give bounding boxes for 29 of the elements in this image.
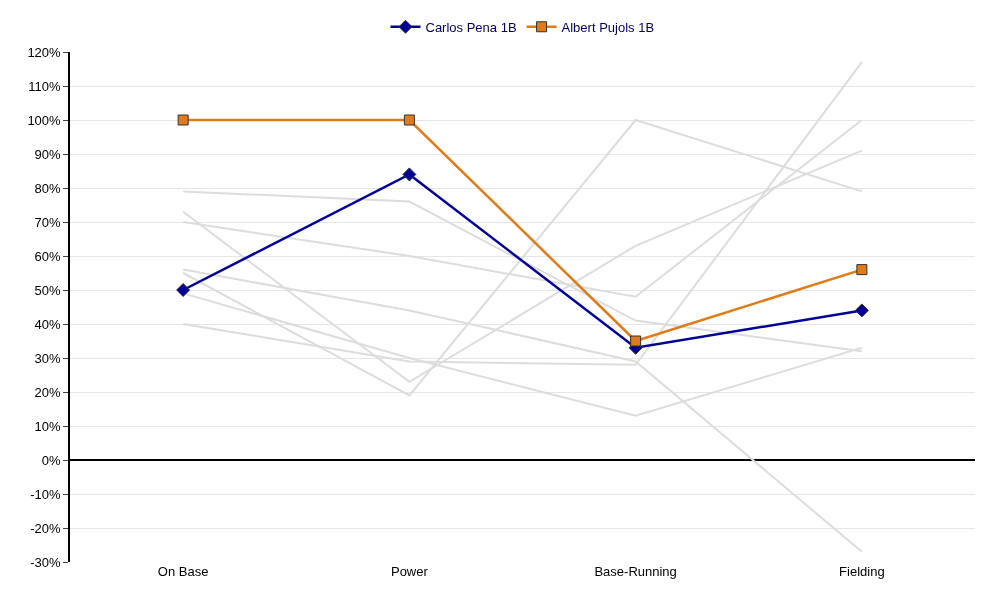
- y-tick-label: 50%: [34, 282, 62, 298]
- y-tick-label: 20%: [34, 384, 62, 400]
- x-tick-label: On Base: [157, 564, 209, 579]
- point: [403, 114, 415, 126]
- y-tick-label: 90%: [34, 146, 62, 162]
- y-tick-label: 100%: [27, 112, 62, 128]
- y-tick-label: -20%: [30, 520, 62, 536]
- x-tick-label: Base-Running: [594, 564, 677, 579]
- y-tick-label: -30%: [30, 554, 62, 570]
- y-tick-label: 0%: [41, 452, 62, 468]
- legend-label: Albert Pujols 1B: [561, 19, 655, 35]
- y-tick-label: 70%: [34, 214, 62, 230]
- y-tick-label: 40%: [34, 316, 62, 332]
- point: [402, 167, 417, 182]
- y-tick-label: 120%: [27, 44, 62, 60]
- y-tick-label: 60%: [34, 248, 62, 264]
- legend-label: Carlos Pena 1B: [425, 19, 517, 35]
- y-tick-label: 110%: [28, 78, 62, 94]
- point: [177, 114, 189, 126]
- point: [630, 335, 642, 347]
- x-tick-label: Power: [390, 564, 429, 579]
- y-tick-label: 30%: [34, 350, 62, 366]
- point: [176, 283, 191, 297]
- y-tick-label: 10%: [34, 418, 62, 434]
- x-tick-label: Fielding: [839, 564, 885, 579]
- point: [854, 303, 869, 318]
- point: [856, 264, 868, 276]
- y-tick-label: -10%: [30, 486, 62, 502]
- y-tick-label: 80%: [34, 180, 62, 196]
